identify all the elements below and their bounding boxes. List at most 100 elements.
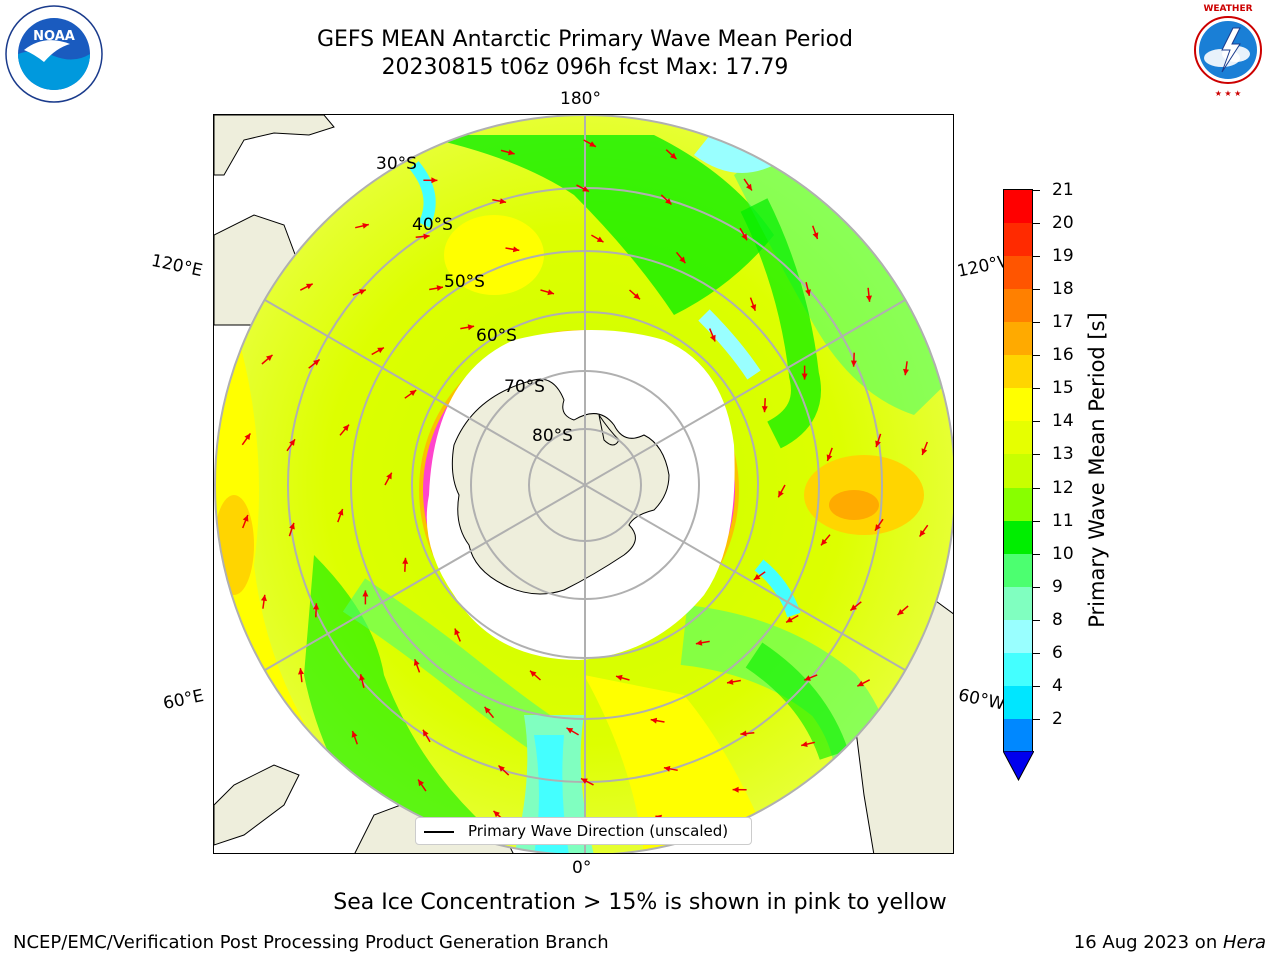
colorbar-tick-label: 8 [1052,609,1063,630]
wave-arrow-head [732,786,739,793]
colorbar-segment [1004,223,1032,257]
wave-arrow-head [633,293,640,300]
lat-label-70s: 70°S [504,377,545,397]
lon-label-60e: 60°E [161,685,206,715]
footer-date-text: 16 Aug 2023 on [1073,932,1223,953]
colorbar-tick-label: 9 [1052,576,1063,597]
wave-arrow-head [289,439,295,446]
colorbar [1003,189,1033,753]
polar-map: 30°S 40°S 50°S 60°S 70°S 80°S [213,114,954,854]
footer-host: Hera [1222,932,1266,953]
map-title: GEFS MEAN Antarctic Primary Wave Mean Pe… [316,27,854,52]
svg-text:★ ★ ★: ★ ★ ★ [1215,89,1242,98]
wave-arrow-head [801,373,808,380]
wave-arrow-head [498,765,505,772]
colorbar-segment [1004,487,1032,522]
wave-arrow-head [313,359,320,366]
wave-arrow-head [801,741,808,747]
colorbar-tickmark [1033,586,1040,588]
wave-arrow-head [875,524,881,531]
lat-label-80s: 80°S [532,426,573,446]
wave-arrow-head [786,616,793,623]
colorbar-tick-label: 6 [1052,642,1063,663]
lon-label-180: 180° [560,89,601,109]
colorbar-segment [1004,718,1032,753]
wave-arrow-head [589,141,596,147]
wave-arrow-head [418,779,424,787]
colorbar-tickmark [1033,652,1040,654]
colorbar-tickmark [1033,685,1040,687]
colorbar-tickmark [1033,355,1040,357]
noaa-logo: NOAA [4,4,104,104]
wave-arrow-head [436,285,443,291]
wave-arrow-head [530,670,537,677]
wave-arrow-head [512,246,520,253]
lon-label-120e: 120°E [149,250,205,282]
wave-arrow-head [826,454,833,461]
footer-date: 16 Aug 2023 on Hera [1074,932,1266,953]
wave-arrow-head [423,729,429,737]
wave-arrow-head [741,233,747,241]
wave-arrow-head [261,594,267,602]
wave-arrow-head [313,603,320,610]
colorbar-tickmark [1033,619,1040,621]
colorbar-tickmark [1033,421,1040,423]
wave-arrow-head [423,233,430,240]
wave-arrow-head [919,530,926,537]
colorbar-segment [1004,553,1032,588]
wave-arrow-head [670,152,677,160]
wave-arrow-head [413,659,420,666]
wave-arrow-head [266,354,273,361]
lat-label-30s: 30°S [376,154,417,174]
colorbar-tick-label: 21 [1052,180,1074,200]
wave-arrow-head [746,183,752,191]
wave-arrow-head [812,232,819,239]
colorbar-segment [1004,355,1032,389]
wave-arrow-head [298,668,304,675]
colorbar-segment [1004,289,1032,323]
wave-arrow-head [750,304,757,311]
wave-arrow-head [866,295,872,302]
colorbar-segment [1004,454,1032,489]
wave-arrow-head [804,675,811,681]
wave-arrow-head [821,538,828,546]
wave-arrow-head [386,472,392,480]
wave-arrow-head [897,609,904,616]
wave-arrow-head [454,628,460,636]
wave-arrow-head [244,433,251,440]
colorbar-tick-label: 10 [1052,543,1074,564]
colorbar-tick-label: 11 [1052,510,1074,531]
wave-arrow-head [753,574,761,580]
wave-arrow-head [493,810,500,818]
wave-arrow-head [337,509,344,516]
wave-arrow-head [359,674,365,681]
wave-arrow-head [727,679,734,685]
colorbar-tickmark [1033,256,1040,258]
legend-label: Primary Wave Direction (unscaled) [468,822,729,840]
colorbar-segment [1004,586,1032,621]
wave-arrow-head [359,289,366,295]
wave-arrow-head [875,440,881,448]
colorbar-tick-label: 12 [1052,477,1074,498]
nws-logo: WEATHER ★ ★ ★ [1178,0,1278,100]
colorbar-segment [1004,322,1032,356]
colorbar-tickmark [1033,322,1040,324]
wave-arrow-head [362,590,369,597]
colorbar-tick-label: 14 [1052,411,1074,432]
wave-arrow-head [778,490,784,498]
svg-text:WEATHER: WEATHER [1203,4,1252,14]
colorbar-extend-triangle [1003,751,1034,781]
colorbar-tickmark [1033,553,1040,555]
wave-arrow-head [850,360,857,367]
lat-label-50s: 50°S [444,272,485,292]
legend-line-swatch [424,831,454,833]
wave-arrow-head [596,236,604,243]
sea-ice-note: Sea Ice Concentration > 15% is shown in … [333,890,947,915]
wave-arrow-head [663,765,671,772]
map-legend: Primary Wave Direction (unscaled) [415,817,752,845]
colorbar-tick-label: 17 [1052,312,1074,333]
wave-arrow-head [903,368,909,376]
lat-label-60s: 60°S [476,326,517,346]
colorbar-tick-label: 18 [1052,279,1074,300]
wave-arrow-head [850,604,857,611]
